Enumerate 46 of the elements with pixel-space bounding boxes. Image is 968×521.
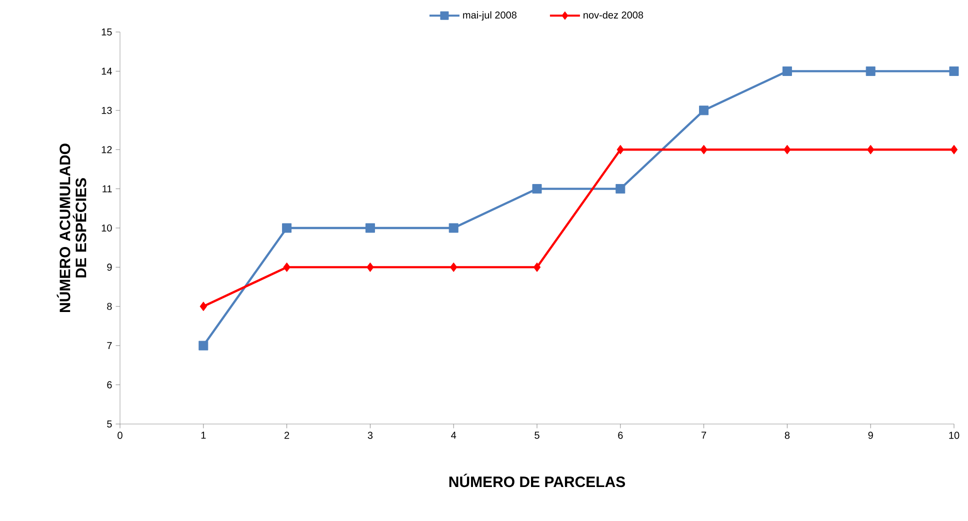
y-tick-label: 13: [102, 106, 112, 114]
x-tick-label: 2: [284, 432, 290, 439]
point: [198, 340, 208, 350]
x-tick-label: 10: [949, 432, 960, 439]
y-tick-label: 11: [102, 185, 112, 192]
point: [450, 262, 458, 272]
point: [699, 106, 709, 116]
legend-label: nov-dez 2008: [584, 11, 644, 19]
point: [532, 184, 542, 194]
point: [782, 66, 792, 76]
x-tick-label: 4: [451, 432, 456, 439]
point: [448, 223, 458, 233]
x-tick-label: 1: [201, 432, 206, 439]
y-tick-label: 10: [102, 224, 112, 232]
x-tick-label: 5: [534, 432, 540, 439]
y-tick-label: 6: [107, 381, 112, 388]
point: [365, 223, 375, 233]
y-tick-label: 7: [107, 342, 112, 350]
y-tick-label: 15: [102, 28, 112, 36]
point: [283, 262, 290, 272]
point: [616, 144, 624, 154]
y-tick-label: 9: [107, 264, 112, 271]
point: [866, 66, 876, 76]
y-tick-label: 8: [107, 302, 112, 310]
y-tick-label: 12: [102, 146, 112, 154]
x-tick-label: 7: [702, 432, 706, 439]
point: [784, 144, 791, 154]
point: [533, 262, 541, 272]
x-tick-label: 3: [368, 432, 373, 439]
x-tick-label: 0: [118, 432, 122, 439]
point: [866, 144, 874, 154]
point: [200, 302, 208, 312]
point: [949, 66, 959, 76]
x-axis-title: NÚMERO DE PARCELAS: [449, 474, 626, 488]
point: [366, 262, 374, 272]
x-tick-label: 9: [868, 432, 873, 439]
x-tick-label: 6: [618, 432, 623, 439]
point: [616, 184, 626, 194]
x-tick-label: 8: [784, 432, 790, 439]
point: [282, 223, 292, 233]
point: [700, 144, 708, 154]
y-tick-label: 5: [107, 420, 112, 428]
point: [950, 144, 958, 154]
y-tick-label: 14: [102, 68, 112, 75]
legend-label: mai-jul 2008: [463, 11, 516, 21]
y-axis-title: NÚMERO ACUMULADO DE ESPÉCIES: [56, 144, 86, 312]
